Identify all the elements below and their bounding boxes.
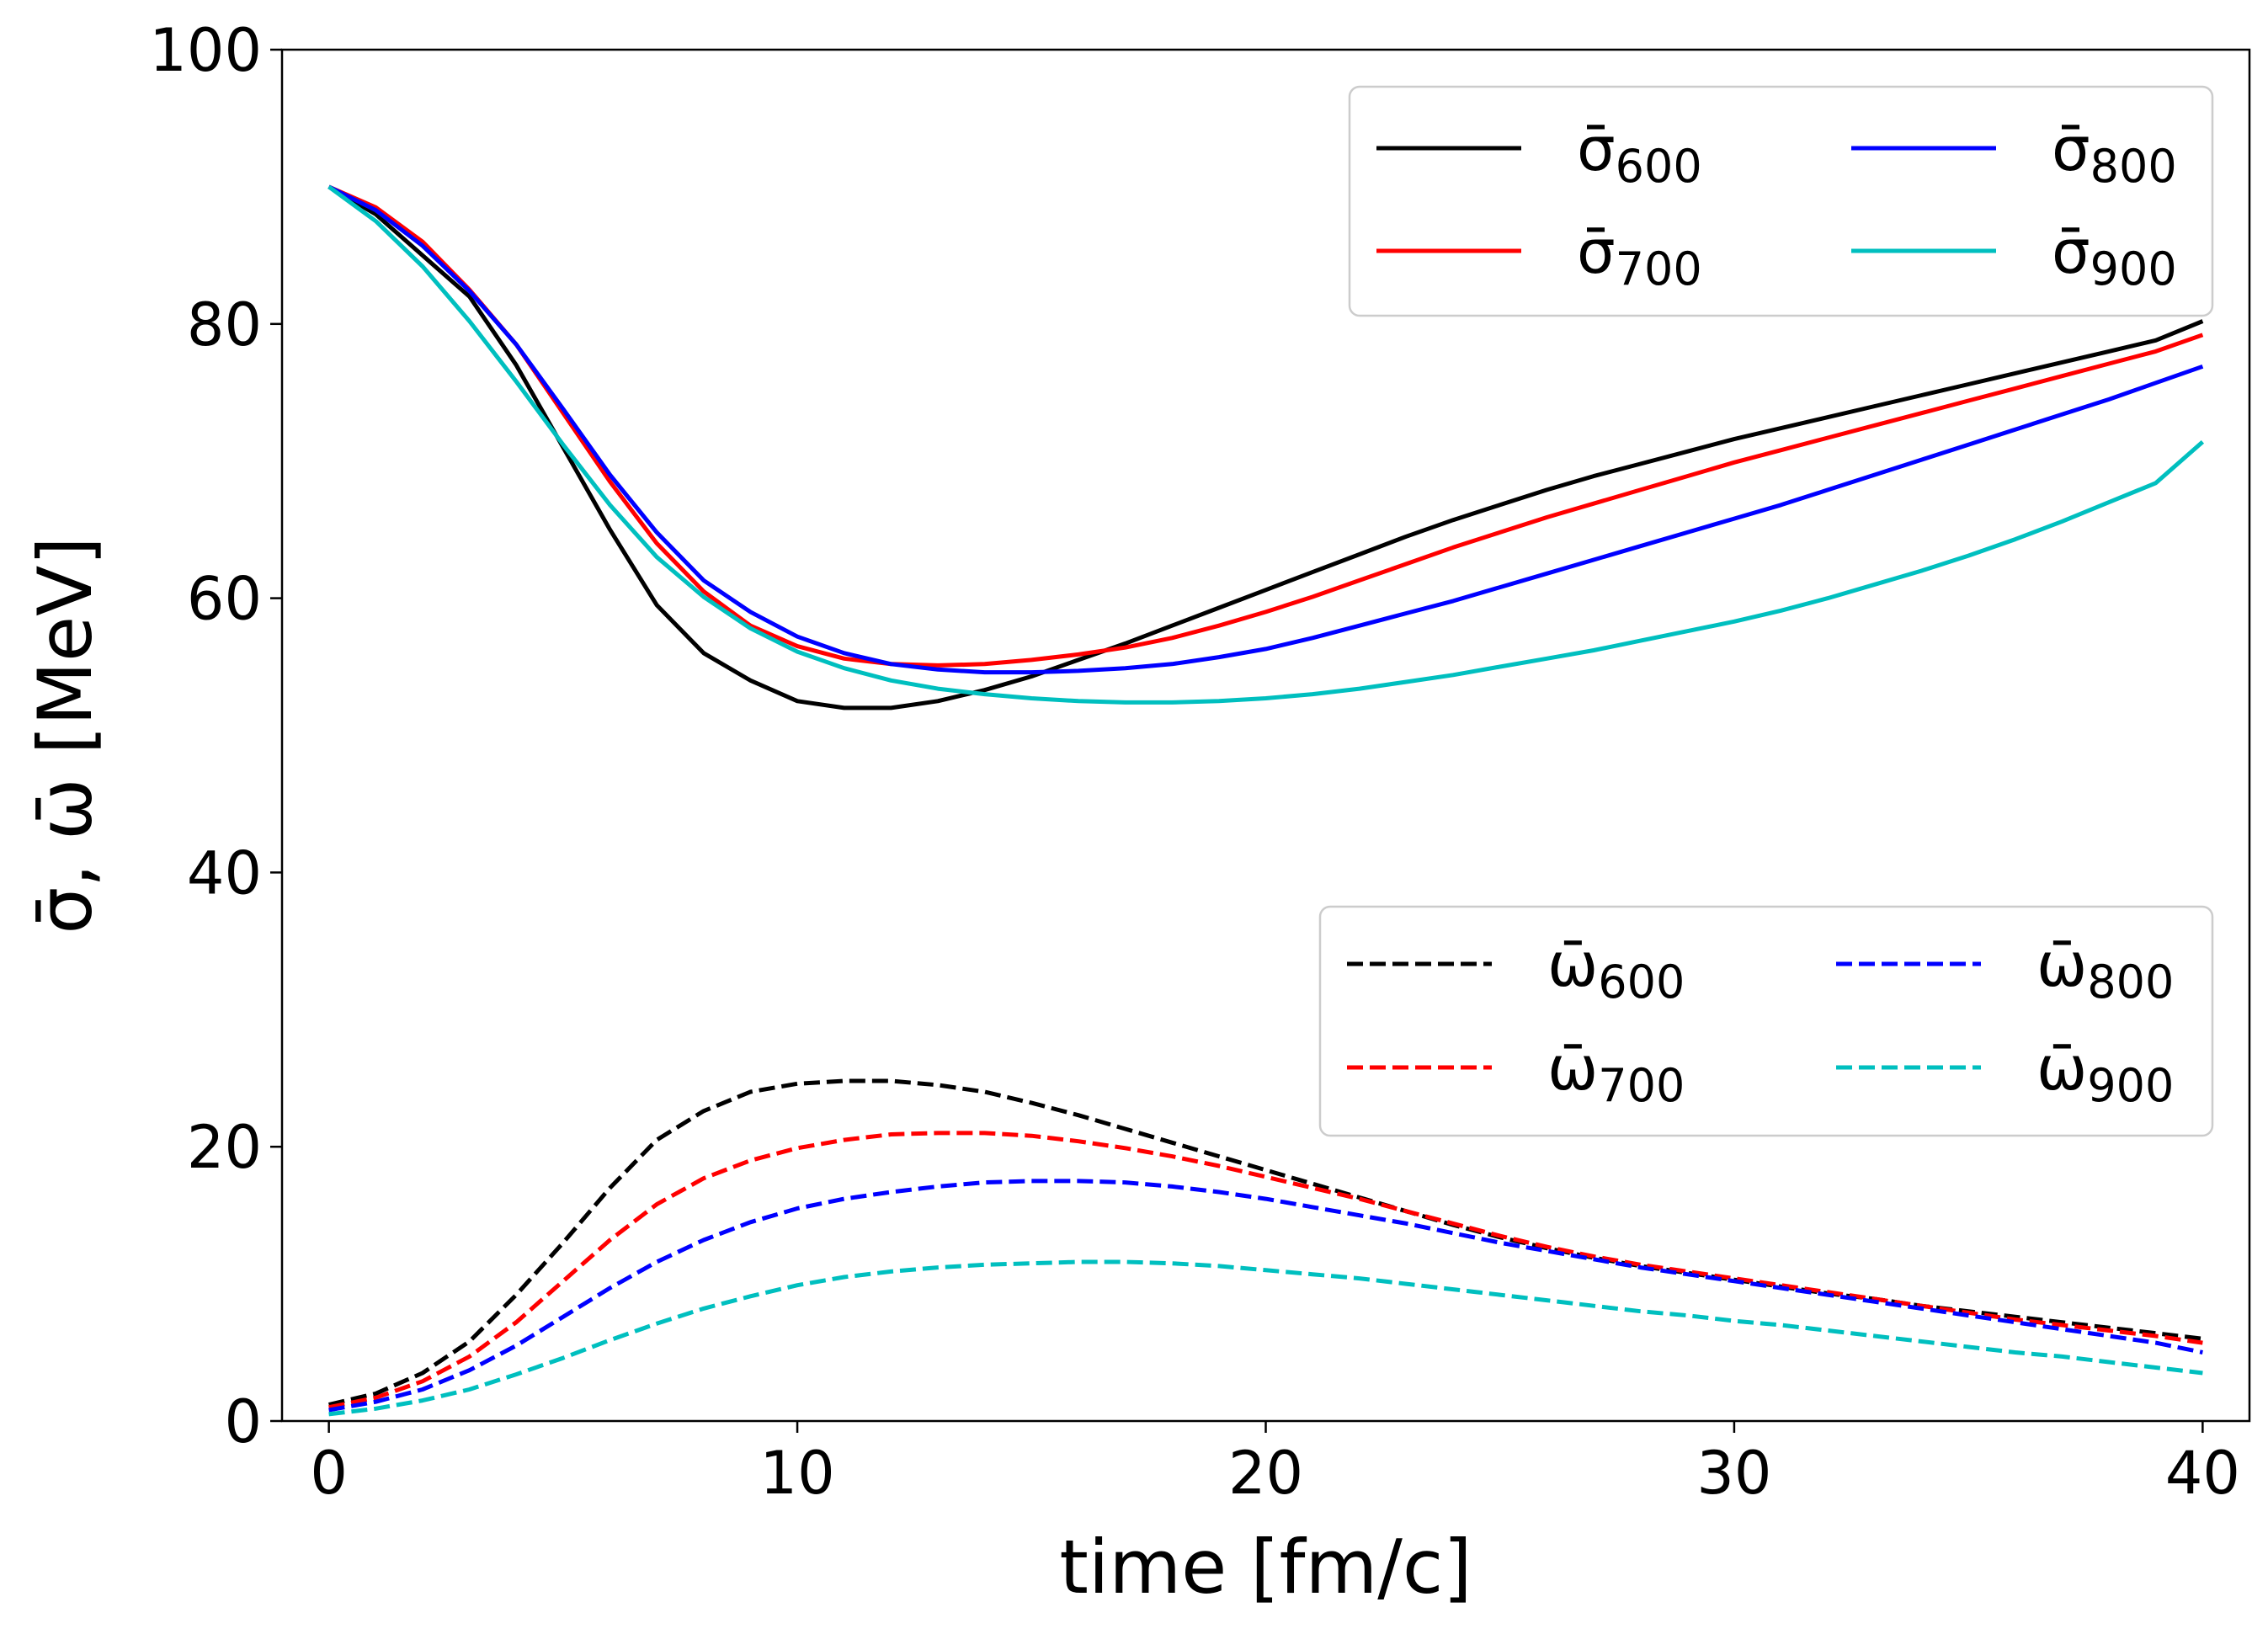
x-tick-label: 0	[310, 1439, 348, 1508]
y-tick-label: 40	[187, 838, 262, 907]
legend-subscript: 900	[2090, 242, 2177, 295]
y-axis-label: σ̄, ω̄ [MeV]	[22, 536, 109, 934]
legend-subscript: 800	[2090, 140, 2177, 193]
x-tick-label: 30	[1696, 1439, 1771, 1508]
series-line-sigma900	[327, 184, 2205, 705]
x-axis-ticks: 0 10 20 30 40	[310, 1421, 2240, 1508]
legend-subscript: 800	[2087, 955, 2174, 1009]
series-line-sigma600	[327, 184, 2204, 711]
series-line-sigma700	[327, 184, 2204, 668]
legend-subscript: 600	[1616, 140, 1702, 193]
x-tick-label: 10	[760, 1439, 835, 1508]
y-tick-label: 80	[187, 290, 262, 359]
y-tick-label: 100	[149, 16, 262, 85]
legend-frame	[1318, 905, 2214, 1137]
legend-subscript: 900	[2087, 1059, 2174, 1112]
y-tick-label: 20	[187, 1113, 262, 1182]
y-tick-label: 0	[224, 1387, 262, 1456]
legend-label-sigma900: σ̄900	[2052, 216, 2177, 295]
legend-frame	[1348, 85, 2214, 317]
series-line-sigma800	[327, 184, 2204, 675]
series-line-omega900	[328, 1259, 2203, 1417]
series-layer	[327, 184, 2205, 1417]
legend-subscript: 700	[1616, 242, 1702, 295]
legend-subscript: 700	[1598, 1059, 1685, 1112]
y-tick-label: 60	[187, 565, 262, 634]
series-line-omega800	[328, 1179, 2203, 1413]
x-tick-label: 40	[2165, 1439, 2240, 1508]
x-axis-label: time [fm/c]	[1059, 1524, 1472, 1610]
series-line-omega700	[328, 1131, 2203, 1410]
legend-subscript: 600	[1598, 955, 1685, 1009]
y-axis-ticks: 0 20 40 60 80 100	[149, 16, 282, 1456]
x-tick-label: 20	[1228, 1439, 1303, 1508]
